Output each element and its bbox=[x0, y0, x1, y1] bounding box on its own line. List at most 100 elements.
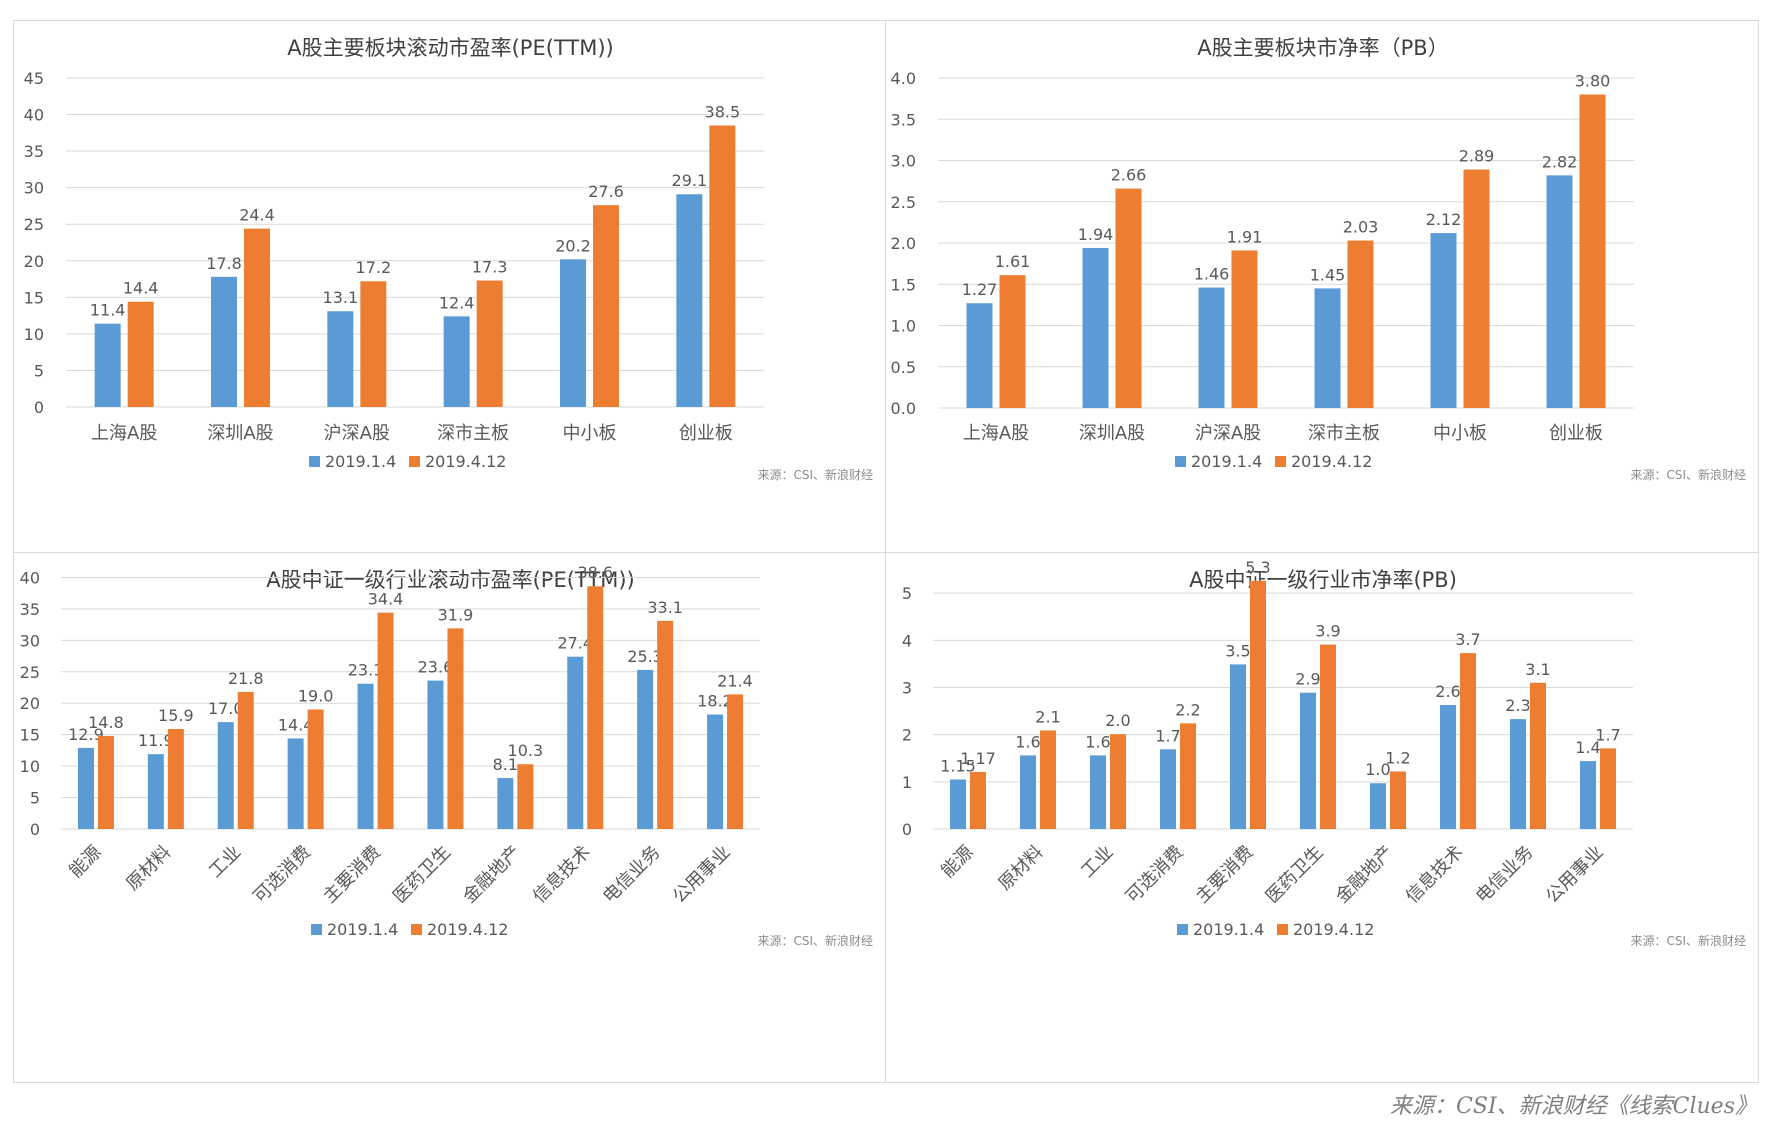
data-label: 1.17 bbox=[960, 749, 996, 768]
data-label: 2.0 bbox=[1105, 711, 1130, 730]
data-label: 1.15 bbox=[940, 756, 976, 775]
y-tick-label: 0.0 bbox=[891, 399, 916, 418]
bar-series1 bbox=[1160, 749, 1176, 829]
data-label: 33.1 bbox=[647, 598, 683, 617]
bar-series1 bbox=[443, 316, 470, 407]
bar-series1 bbox=[77, 747, 94, 829]
y-tick-label: 0.5 bbox=[891, 358, 916, 377]
category-label: 深市主板 bbox=[1308, 423, 1380, 444]
y-tick-label: 1 bbox=[902, 773, 912, 792]
bar-series2 bbox=[1231, 250, 1258, 408]
bar-series1 bbox=[94, 323, 121, 407]
bar-series1 bbox=[211, 276, 237, 407]
category-label: 深圳A股 bbox=[207, 423, 273, 444]
bar-series1 bbox=[147, 754, 164, 829]
data-label: 2.9 bbox=[1295, 670, 1320, 689]
y-tick-label: 20 bbox=[24, 252, 44, 271]
category-label: 信息技术 bbox=[529, 842, 595, 908]
category-label: 中小板 bbox=[1433, 423, 1487, 444]
data-label: 3.9 bbox=[1315, 622, 1340, 641]
data-label: 1.7 bbox=[1595, 725, 1620, 744]
chart-source-note: 来源：CSI、新浪财经 bbox=[1630, 933, 1746, 948]
legend-swatch bbox=[1277, 924, 1288, 935]
data-label: 11.4 bbox=[90, 301, 126, 320]
data-label: 2.6 bbox=[1435, 682, 1460, 701]
data-label: 2.03 bbox=[1343, 218, 1379, 237]
category-label: 主要消费 bbox=[319, 842, 385, 908]
category-label: 医药卫生 bbox=[389, 842, 455, 908]
chart-source-note: 来源：CSI、新浪财经 bbox=[757, 933, 873, 948]
legend-label: 2019.4.12 bbox=[425, 452, 506, 471]
legend-label: 2019.1.4 bbox=[1191, 452, 1262, 471]
bar-series1 bbox=[1430, 233, 1457, 408]
data-label: 34.4 bbox=[368, 590, 404, 609]
data-label: 2.82 bbox=[1542, 152, 1578, 171]
bar-series2 bbox=[476, 280, 503, 407]
category-label: 公用事业 bbox=[669, 842, 735, 908]
bar-series2 bbox=[1463, 169, 1490, 408]
category-label: 信息技术 bbox=[1402, 842, 1468, 908]
data-label: 1.45 bbox=[1310, 265, 1346, 284]
data-label: 1.27 bbox=[962, 280, 998, 299]
chart-title: A股主要板块滚动市盈率(PE(TTM)) bbox=[287, 36, 613, 60]
data-label: 14.4 bbox=[278, 715, 314, 734]
category-label: 电信业务 bbox=[599, 842, 665, 908]
bar-series2 bbox=[517, 764, 534, 829]
category-label: 沪深A股 bbox=[324, 423, 390, 444]
data-label: 17.0 bbox=[208, 699, 244, 718]
bar-series1 bbox=[1580, 761, 1596, 829]
data-label: 3.80 bbox=[1575, 72, 1611, 91]
bar-series1 bbox=[707, 714, 724, 829]
data-label: 12.9 bbox=[68, 725, 104, 744]
data-label: 10.3 bbox=[508, 741, 544, 760]
category-label: 中小板 bbox=[563, 423, 617, 444]
bar-series1 bbox=[1230, 664, 1246, 829]
category-label: 工业 bbox=[205, 842, 245, 882]
footer-source-note: 来源：CSI、新浪财经《线索Clues》 bbox=[1390, 1094, 1757, 1119]
data-label: 1.6 bbox=[1015, 732, 1040, 751]
data-label: 27.6 bbox=[588, 182, 624, 201]
y-tick-label: 0 bbox=[902, 820, 912, 839]
data-label: 21.8 bbox=[228, 669, 264, 688]
bar-series2 bbox=[1579, 94, 1606, 408]
y-tick-label: 40 bbox=[24, 106, 44, 125]
bar-series1 bbox=[1440, 704, 1456, 829]
bar-series2 bbox=[447, 628, 464, 829]
chart-title: A股中证一级行业市净率(PB) bbox=[1189, 568, 1457, 592]
y-tick-label: 40 bbox=[20, 568, 40, 587]
data-label: 23.6 bbox=[418, 658, 454, 677]
y-tick-label: 30 bbox=[20, 631, 40, 650]
bar-series2 bbox=[1250, 580, 1266, 829]
data-label: 2.66 bbox=[1111, 166, 1147, 185]
bar-series1 bbox=[1020, 755, 1036, 829]
legend-label: 2019.4.12 bbox=[427, 920, 508, 939]
category-label: 沪深A股 bbox=[1195, 423, 1261, 444]
data-label: 2.12 bbox=[1426, 210, 1462, 229]
bar-series1 bbox=[1300, 692, 1316, 829]
y-tick-label: 3.5 bbox=[891, 110, 916, 129]
data-label: 14.4 bbox=[123, 279, 159, 298]
y-tick-label: 5 bbox=[902, 584, 912, 603]
y-tick-label: 0 bbox=[30, 820, 40, 839]
chart-panel-pb-boards: A股主要板块市净率（PB） 0.0 0.5 1.0 1.5 2.0 2.5 3.0 3.5 4.0… bbox=[885, 20, 1759, 553]
bar-series1 bbox=[676, 194, 703, 407]
category-label: 可选消费 bbox=[1122, 842, 1188, 908]
category-label: 医药卫生 bbox=[1262, 842, 1328, 908]
chart-svg-pe-boards: A股主要板块滚动市盈率(PE(TTM)) 0 5 10 15 20 25 30 35 40 45 11… bbox=[24, 36, 873, 482]
bar-series2 bbox=[1600, 748, 1616, 829]
bar-series1 bbox=[287, 738, 304, 829]
data-label: 13.1 bbox=[323, 288, 359, 307]
data-label: 38.5 bbox=[705, 103, 741, 122]
category-label: 可选消费 bbox=[249, 842, 315, 908]
data-label: 25.3 bbox=[627, 647, 663, 666]
data-label: 1.4 bbox=[1575, 738, 1600, 757]
bar-series2 bbox=[127, 301, 154, 407]
bar-series1 bbox=[1198, 287, 1225, 408]
category-label: 上海A股 bbox=[963, 423, 1029, 444]
category-label: 金融地产 bbox=[459, 842, 525, 908]
data-label: 1.94 bbox=[1078, 225, 1114, 244]
y-tick-label: 35 bbox=[24, 142, 44, 161]
y-tick-label: 4.0 bbox=[891, 69, 916, 88]
y-tick-label: 3.0 bbox=[891, 152, 916, 171]
bar-series1 bbox=[1082, 247, 1109, 408]
